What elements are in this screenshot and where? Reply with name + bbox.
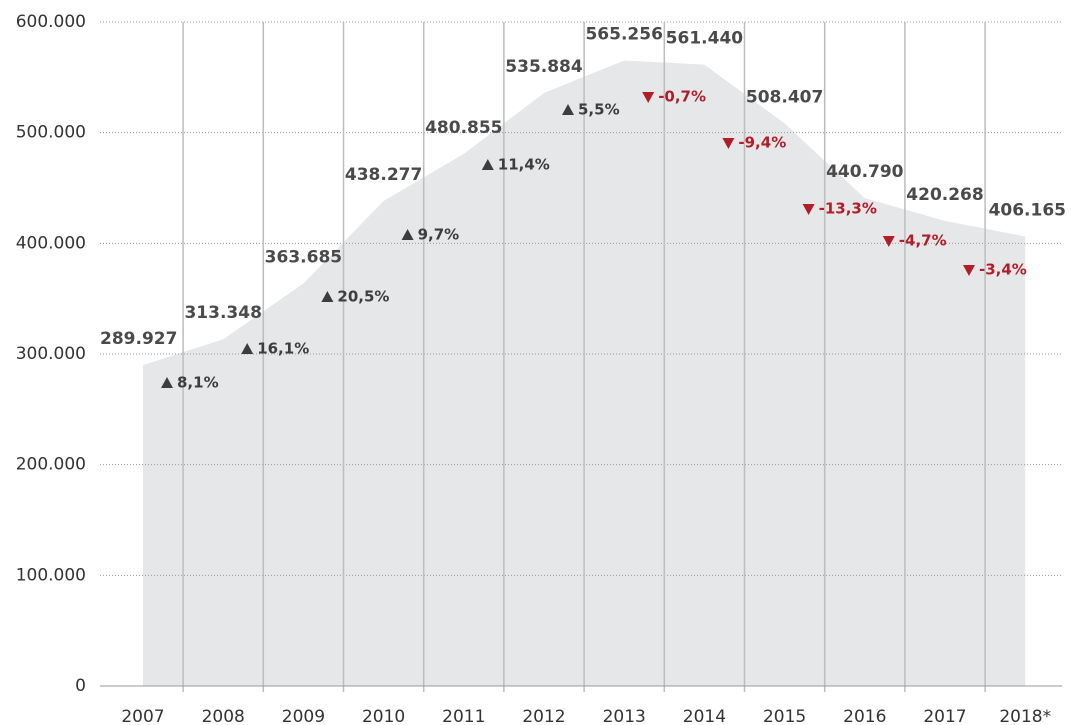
- y-tick-label: 200.000: [16, 455, 86, 475]
- value-label: 535.884: [505, 57, 583, 77]
- value-label: 561.440: [666, 29, 744, 49]
- change-label: 11,4%: [498, 156, 550, 174]
- x-tick-label: 2018*: [999, 707, 1051, 725]
- change-arrow: [241, 343, 254, 354]
- x-tick-label: 2012: [522, 707, 565, 725]
- y-tick-label: 300.000: [16, 344, 86, 364]
- change-arrow: [562, 104, 574, 115]
- value-label: 508.407: [746, 87, 823, 107]
- change-arrow: [321, 291, 334, 302]
- change-label: -9,4%: [738, 134, 786, 152]
- value-label: 420.268: [906, 185, 983, 205]
- change-arrow: [401, 229, 414, 240]
- change-label: 5,5%: [578, 101, 620, 119]
- value-label: 363.685: [265, 248, 342, 268]
- change-label: 16,1%: [257, 340, 309, 358]
- x-tick-label: 2007: [121, 707, 164, 725]
- value-label: 406.165: [989, 201, 1066, 221]
- change-label: -4,7%: [899, 232, 947, 250]
- change-arrow: [882, 236, 895, 247]
- value-label: 440.790: [826, 162, 904, 182]
- y-tick-label: 0: [75, 676, 86, 696]
- x-tick-label: 2009: [282, 707, 325, 725]
- change-arrow: [481, 159, 494, 170]
- y-tick-label: 400.000: [16, 233, 86, 253]
- x-tick-label: 2017: [923, 707, 966, 725]
- value-label: 313.348: [184, 303, 261, 323]
- x-tick-label: 2010: [362, 707, 405, 725]
- change-label: -0,7%: [658, 88, 706, 106]
- change-arrow: [642, 92, 655, 103]
- y-tick-label: 500.000: [16, 123, 86, 143]
- change-label: 8,1%: [177, 374, 219, 392]
- value-label: 438.277: [345, 165, 422, 185]
- x-tick-label: 2013: [603, 707, 646, 725]
- value-label: 480.855: [425, 118, 502, 138]
- y-tick-label: 600.000: [16, 12, 86, 32]
- x-tick-label: 2014: [683, 707, 726, 725]
- change-arrow: [722, 138, 735, 149]
- x-tick-label: 2016: [843, 707, 886, 725]
- change-arrow: [802, 204, 815, 215]
- change-arrow: [963, 265, 975, 276]
- change-label: -3,4%: [979, 261, 1027, 279]
- change-arrow: [161, 377, 173, 388]
- x-tick-label: 2011: [442, 707, 485, 725]
- change-label: 9,7%: [418, 226, 460, 244]
- change-label: 20,5%: [337, 288, 389, 306]
- y-tick-label: 100.000: [16, 565, 86, 585]
- change-label: -13,3%: [819, 200, 877, 218]
- x-tick-label: 2008: [202, 707, 245, 725]
- value-label: 289.927: [100, 329, 177, 349]
- x-tick-label: 2015: [763, 707, 806, 725]
- value-label: 565.256: [585, 24, 662, 44]
